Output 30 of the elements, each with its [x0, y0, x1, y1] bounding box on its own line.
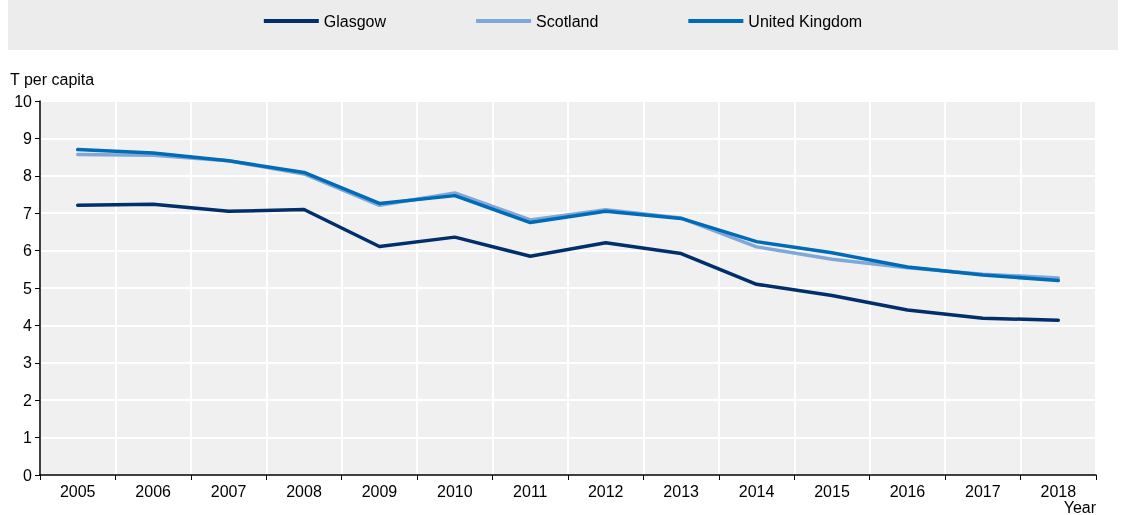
- x-tick-label: 2013: [663, 482, 700, 500]
- y-tick-label: 7: [23, 204, 33, 222]
- y-tick-label: 6: [23, 242, 33, 260]
- y-tick-label: 8: [23, 167, 33, 185]
- x-tick-label: 2014: [738, 482, 775, 500]
- x-tick-label: 2010: [437, 482, 473, 500]
- x-axis-title: Year: [1063, 498, 1097, 515]
- x-tick-label: 2011: [513, 482, 548, 500]
- x-tick-label: 2005: [59, 482, 96, 500]
- x-tick-label: 2007: [210, 482, 247, 500]
- y-tick-label: 1: [23, 429, 33, 447]
- y-tick-label: 9: [23, 129, 33, 147]
- y-axis-title: T per capita: [10, 70, 95, 88]
- x-tick-label: 2017: [965, 482, 1001, 500]
- x-tick-label: 2009: [361, 482, 398, 500]
- x-tick-label: 2018: [1040, 482, 1077, 500]
- x-tick-label: 2008: [286, 482, 322, 500]
- y-tick-label: 3: [23, 354, 33, 372]
- y-tick-label: 5: [23, 279, 33, 297]
- x-tick-label: 2015: [814, 482, 850, 500]
- y-tick-label: 0: [23, 466, 33, 484]
- x-tick-label: 2012: [587, 482, 624, 500]
- legend-label: United Kingdom: [748, 12, 863, 30]
- x-tick-label: 2016: [889, 482, 926, 500]
- legend-label: Scotland: [536, 12, 599, 30]
- y-tick-label: 10: [14, 92, 33, 110]
- y-tick-label: 4: [23, 316, 33, 334]
- x-tick-label: 2006: [135, 482, 172, 500]
- legend-label: Glasgow: [323, 12, 387, 30]
- y-tick-label: 2: [23, 391, 33, 409]
